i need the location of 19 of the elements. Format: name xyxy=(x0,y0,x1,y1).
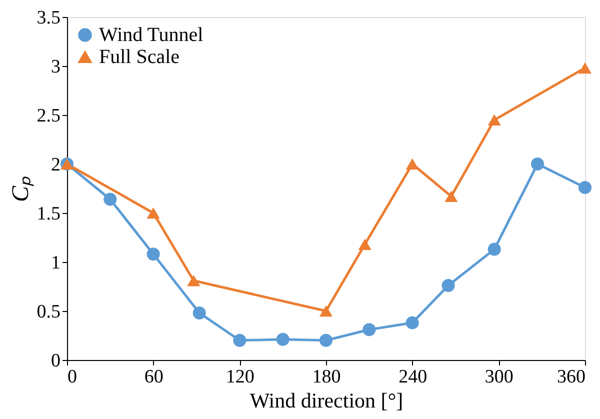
y-tick-label: 0 xyxy=(51,350,60,372)
y-axis-title: Cₚ xyxy=(8,176,34,202)
x-tick-label: 60 xyxy=(144,366,164,388)
y-tick-label: 2 xyxy=(51,154,60,176)
x-tick-label: 360 xyxy=(557,366,586,388)
y-tick-label: 1.5 xyxy=(36,204,60,224)
legend-label: Full Scale xyxy=(99,46,180,68)
x-tick-label: 180 xyxy=(312,366,341,388)
x-tick-label: 120 xyxy=(226,366,254,388)
x-tick-label: 300 xyxy=(484,366,514,388)
y-tick-label: 3.5 xyxy=(36,8,60,28)
x-axis-title: Wind direction [°] xyxy=(250,388,404,412)
y-tick-label: 1 xyxy=(51,252,60,274)
y-tick-label: 2.5 xyxy=(36,106,60,126)
y-tick-label: 3 xyxy=(51,56,60,78)
x-tick-label: 0 xyxy=(68,366,77,388)
legend-label: Wind Tunnel xyxy=(99,24,204,46)
y-tick-label: 0.5 xyxy=(36,302,60,322)
x-tick-label: 240 xyxy=(398,366,428,388)
